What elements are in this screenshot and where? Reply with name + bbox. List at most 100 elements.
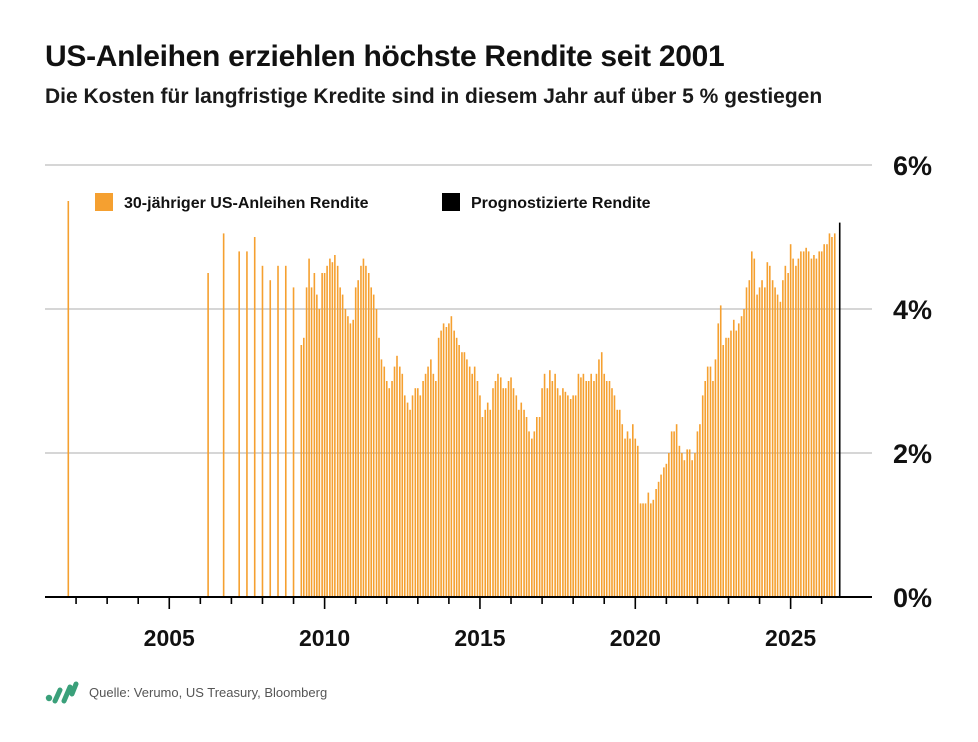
yield-bar (453, 330, 455, 597)
yield-bar (776, 294, 779, 597)
y-tick-label: 6% (893, 151, 932, 181)
yield-bar (585, 381, 588, 597)
yield-bar (499, 377, 502, 597)
legend-swatch (95, 193, 113, 211)
legend: 30-jähriger US-Anleihen Rendite Prognosti… (95, 193, 651, 212)
yield-bar (694, 453, 696, 597)
yield-bar (458, 345, 460, 597)
y-tick-label: 2% (893, 439, 932, 469)
yield-bar (686, 449, 688, 597)
yield-bar (302, 337, 305, 597)
yield-bar (378, 337, 380, 597)
yield-bar (820, 251, 823, 597)
yield-bar (554, 373, 556, 597)
x-tick-label: 2010 (299, 625, 350, 651)
yield-bar (494, 381, 497, 597)
yield-bar (756, 294, 758, 597)
yield-bar (745, 287, 748, 597)
yield-bar (492, 388, 494, 597)
yield-bar (580, 377, 582, 597)
yield-bar (455, 337, 458, 597)
legend-swatch (442, 193, 460, 211)
yield-bar (650, 503, 652, 597)
yield-bar (360, 265, 362, 597)
yield-bar (673, 431, 675, 597)
yield-bar (67, 201, 70, 597)
yield-bar (352, 319, 354, 597)
yield-bar (246, 251, 248, 597)
yield-bar (616, 409, 619, 597)
yield-bar (435, 381, 437, 597)
yield-bar (253, 237, 256, 597)
yield-bar (761, 280, 763, 597)
yield-bar (647, 492, 650, 597)
yield-bar (292, 287, 295, 597)
yield-bar (660, 474, 662, 597)
yield-bar (331, 262, 334, 597)
yield-bar (696, 431, 699, 597)
forecast-bar (838, 222, 841, 597)
yield-bar (750, 251, 753, 597)
yield-bar (445, 327, 448, 597)
yield-bar (401, 373, 404, 597)
yield-bar (515, 395, 518, 597)
yield-bar (603, 373, 606, 597)
yield-bar (639, 503, 642, 597)
yield-bar (305, 287, 308, 597)
yield-bar (523, 409, 525, 597)
yield-bar (564, 391, 567, 597)
yield-bar (735, 330, 738, 597)
yield-bar (525, 417, 528, 597)
yield-bar (375, 309, 378, 597)
yield-bar (562, 388, 564, 597)
yield-bar (826, 244, 828, 597)
yield-bar (329, 258, 331, 597)
yield-bar (440, 330, 442, 597)
yield-bar (372, 294, 375, 597)
yield-bar (385, 381, 388, 597)
yield-bar (722, 345, 725, 597)
legend-label: Prognostizierte Rendite (471, 195, 651, 212)
yield-bar (442, 323, 445, 597)
yield-bar (569, 399, 572, 597)
yield-bar (502, 388, 505, 597)
yield-bar (310, 287, 313, 597)
yield-bar (717, 323, 720, 597)
yield-bar (284, 265, 287, 597)
yield-bar (504, 388, 507, 597)
yield-bar (813, 255, 815, 597)
yield-bar (409, 409, 411, 597)
yield-bar (831, 237, 833, 597)
yield-bar (618, 409, 621, 597)
yield-bar (611, 388, 613, 597)
yield-bar (466, 359, 468, 597)
yield-bar (800, 251, 802, 597)
bar-chart: 0% 2% 4% 6% 2005 2010 2015 2020 2025 30-jähriger… (45, 151, 932, 651)
yield-bar (740, 316, 743, 597)
yield-bar (238, 251, 240, 597)
yield-bar (629, 438, 631, 597)
yield-bar (313, 273, 316, 597)
yield-bar (430, 359, 432, 597)
chart-subtitle: Die Kosten für langfristige Kredite sind… (45, 85, 823, 108)
yield-bar (528, 431, 530, 597)
yield-bar (600, 352, 603, 597)
yield-bar (784, 265, 787, 597)
yield-bar (497, 373, 499, 597)
yield-bar (334, 255, 336, 597)
yield-bar (406, 402, 409, 597)
yield-bar (424, 373, 427, 597)
yield-bar (357, 280, 359, 597)
yield-bar (393, 366, 396, 597)
yield-bar (486, 402, 489, 597)
x-tick-label: 2025 (765, 625, 816, 651)
yield-bar (704, 381, 706, 597)
bar-series (67, 201, 841, 598)
yield-bar (222, 233, 225, 597)
yield-bar (642, 503, 644, 597)
yield-bar (608, 381, 611, 597)
yield-bar (732, 319, 735, 597)
yield-bar (655, 489, 657, 597)
yield-bar (365, 265, 367, 597)
yield-bar (764, 287, 766, 597)
